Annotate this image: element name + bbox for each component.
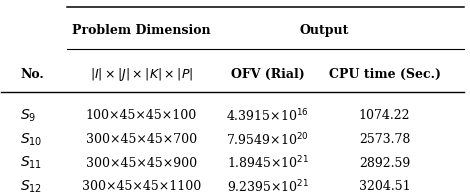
Text: No.: No. bbox=[20, 68, 44, 81]
Text: $S_{9}$: $S_{9}$ bbox=[20, 108, 36, 124]
Text: Problem Dimension: Problem Dimension bbox=[72, 24, 211, 37]
Text: 4.3915×10$^{16}$: 4.3915×10$^{16}$ bbox=[226, 108, 309, 124]
Text: 300×45×45×900: 300×45×45×900 bbox=[86, 157, 197, 170]
Text: $|I|\times|J|\times|K|\times|P|$: $|I|\times|J|\times|K|\times|P|$ bbox=[90, 66, 193, 83]
Text: $S_{10}$: $S_{10}$ bbox=[20, 132, 43, 148]
Text: 300×45×45×700: 300×45×45×700 bbox=[86, 133, 197, 146]
Text: 300×45×45×1100: 300×45×45×1100 bbox=[82, 181, 201, 193]
Text: 1074.22: 1074.22 bbox=[359, 110, 410, 122]
Text: $S_{11}$: $S_{11}$ bbox=[20, 155, 42, 172]
Text: OFV (Rial): OFV (Rial) bbox=[231, 68, 305, 81]
Text: CPU time (Sec.): CPU time (Sec.) bbox=[329, 68, 440, 81]
Text: $S_{12}$: $S_{12}$ bbox=[20, 179, 42, 195]
Text: 100×45×45×100: 100×45×45×100 bbox=[86, 110, 197, 122]
Text: Output: Output bbox=[299, 24, 348, 37]
Text: 9.2395×10$^{21}$: 9.2395×10$^{21}$ bbox=[227, 179, 309, 195]
Text: 1.8945×10$^{21}$: 1.8945×10$^{21}$ bbox=[227, 155, 309, 172]
Text: 2892.59: 2892.59 bbox=[359, 157, 410, 170]
Text: 7.9549×10$^{20}$: 7.9549×10$^{20}$ bbox=[226, 131, 309, 148]
Text: 2573.78: 2573.78 bbox=[359, 133, 410, 146]
Text: 3204.51: 3204.51 bbox=[359, 181, 410, 193]
